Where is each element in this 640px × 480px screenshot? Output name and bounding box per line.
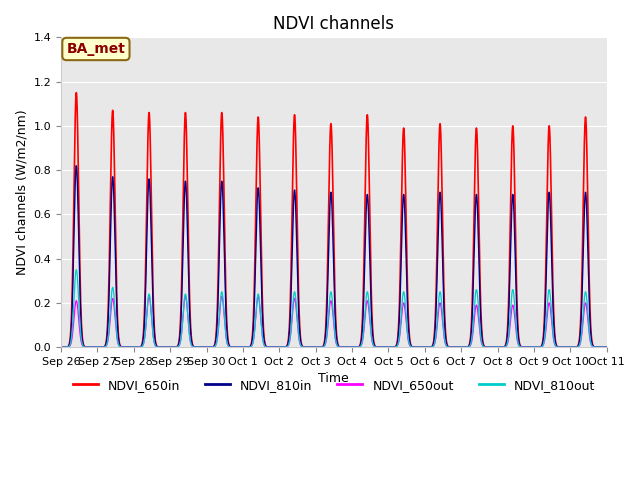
Y-axis label: NDVI channels (W/m2/nm): NDVI channels (W/m2/nm) bbox=[15, 109, 28, 275]
Title: NDVI channels: NDVI channels bbox=[273, 15, 394, 33]
Legend: NDVI_650in, NDVI_810in, NDVI_650out, NDVI_810out: NDVI_650in, NDVI_810in, NDVI_650out, NDV… bbox=[68, 373, 600, 396]
Text: BA_met: BA_met bbox=[67, 42, 125, 56]
X-axis label: Time: Time bbox=[319, 372, 349, 385]
